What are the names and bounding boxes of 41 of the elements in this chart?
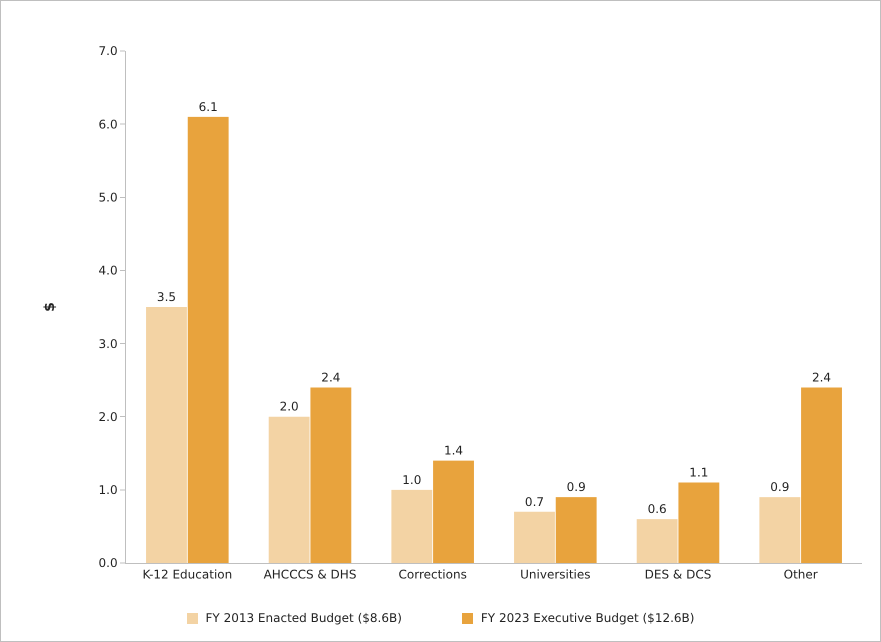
x-tick-label: Corrections	[398, 567, 467, 582]
data-label: 1.0	[402, 472, 422, 487]
bar	[188, 116, 229, 563]
y-axis-title: $	[42, 302, 58, 312]
y-tick-label: 0.0	[98, 556, 118, 570]
y-tick-label: 6.0	[98, 117, 118, 132]
x-tick-label: AHCCCS & DHS	[264, 567, 356, 582]
bar	[636, 519, 678, 563]
data-label: 2.0	[280, 400, 299, 414]
y-tick-label: 4.0	[98, 264, 118, 278]
x-tick-label: DES & DCS	[644, 567, 712, 582]
data-label: 1.4	[444, 444, 464, 458]
bar	[391, 490, 432, 563]
legend-label: FY 2023 Executive Budget ($12.6B)	[480, 611, 694, 625]
x-tick-label: Universities	[520, 567, 591, 582]
bar	[514, 512, 555, 563]
data-label: 3.5	[156, 290, 176, 304]
data-label: 0.9	[566, 480, 586, 494]
y-tick-label: 2.0	[98, 410, 118, 424]
bar	[146, 307, 187, 563]
y-tick-label: 5.0	[98, 190, 118, 204]
bar	[801, 387, 842, 563]
y-tick-label: 3.0	[98, 336, 118, 351]
bar	[310, 387, 352, 563]
data-label: 0.6	[648, 502, 667, 516]
legend-label: FY 2013 Enacted Budget ($8.6B)	[206, 611, 402, 625]
x-tick-label: Other	[784, 567, 818, 582]
data-label: 2.4	[812, 370, 832, 384]
x-tick-label: K-12 Education	[142, 567, 232, 582]
bar	[433, 460, 474, 563]
data-label: 0.9	[770, 480, 790, 494]
data-label: 0.7	[524, 494, 544, 509]
bar	[268, 416, 310, 563]
data-label: 2.4	[321, 370, 340, 384]
y-tick-label: 1.0	[98, 483, 118, 498]
data-label: 6.1	[198, 100, 218, 114]
y-tick-label: 7.0	[98, 44, 118, 58]
bar	[759, 497, 800, 563]
bar	[556, 497, 597, 563]
bar	[678, 482, 720, 563]
data-label: 1.1	[689, 466, 708, 480]
